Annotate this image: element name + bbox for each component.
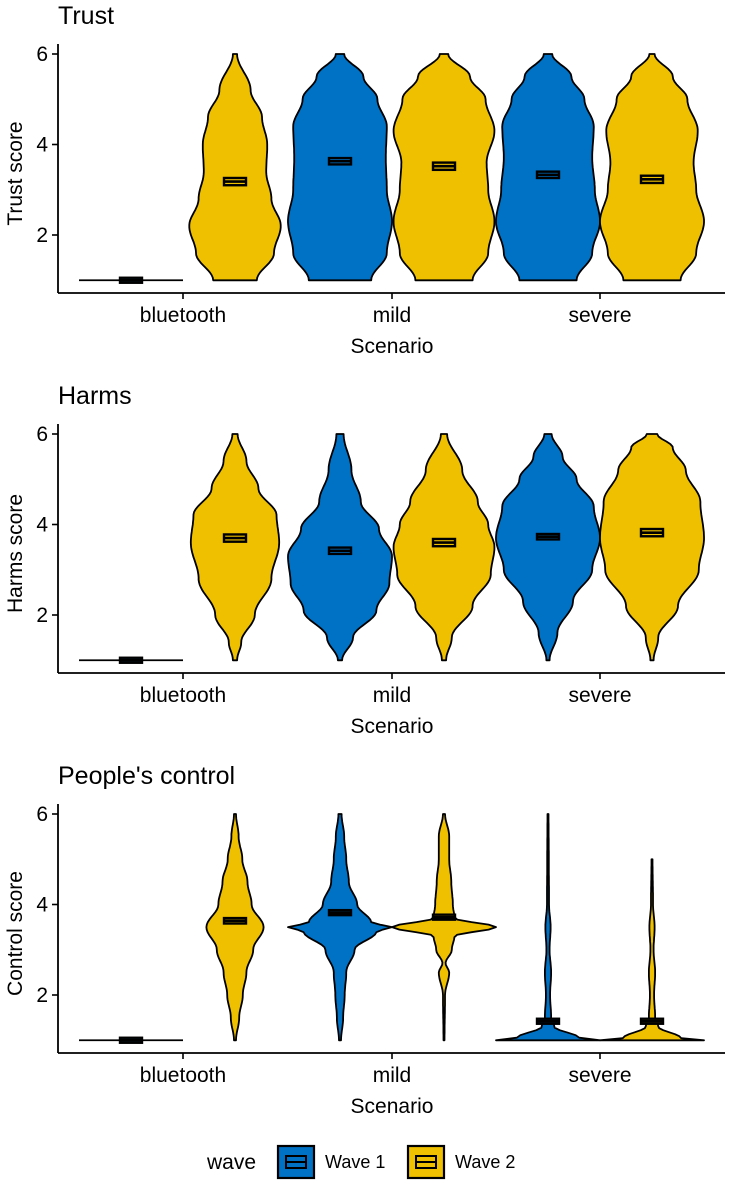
trust-x-tick-label-bluetooth: bluetooth [140, 304, 226, 327]
trust-y-axis-label: Trust score [4, 121, 27, 225]
legend: wave Wave 1 Wave 2 [206, 1144, 515, 1180]
control-panel-title: People's control [58, 762, 235, 790]
trust-severe-wave1-violin [495, 53, 601, 282]
control-x-tick-label-mild: mild [373, 1064, 412, 1087]
legend-item-wave-2: Wave 2 [406, 1144, 515, 1180]
control-severe-wave1-violin [495, 813, 601, 1042]
control-y-tick-label: 2 [36, 984, 48, 1007]
legend-label-wave-2: Wave 2 [455, 1152, 515, 1172]
control-x-axis-label: Scenario [351, 1095, 434, 1118]
trust-y-tick-label: 2 [36, 224, 48, 247]
legend-item-wave-1: Wave 1 [276, 1144, 385, 1180]
harms-x-tick-label-mild: mild [373, 684, 412, 707]
harms-severe-wave2-violin [599, 433, 705, 662]
harms-panel-title: Harms [58, 382, 132, 410]
control-mild-wave1-violin [287, 813, 393, 1042]
harms-y-tick-label: 4 [36, 514, 48, 537]
control-x-tick-label-severe: severe [568, 1064, 631, 1087]
trust-y-tick-label: 6 [36, 43, 48, 66]
harms-x-tick-label-bluetooth: bluetooth [140, 684, 226, 707]
legend-title: wave [206, 1151, 256, 1174]
control-x-tick-label-bluetooth: bluetooth [140, 1064, 226, 1087]
trust-severe-wave2-violin [599, 53, 705, 282]
trust-x-axis-label: Scenario [351, 335, 434, 358]
trust-x-tick-label-mild: mild [373, 304, 412, 327]
harms-y-tick-label: 2 [36, 604, 48, 627]
control-y-axis-label: Control score [4, 871, 27, 996]
trust-x-tick-label-severe: severe [568, 304, 631, 327]
legend-label-wave-1: Wave 1 [325, 1152, 385, 1172]
control-mild-wave2-violin [391, 813, 497, 1042]
trust-y-tick-label: 4 [36, 134, 48, 157]
trust-mild-wave1-violin [287, 53, 393, 282]
trust-panel-title: Trust [58, 2, 114, 30]
harms-bluetooth-wave2-violin [189, 433, 281, 662]
harms-severe-wave1-violin [495, 433, 601, 662]
control-severe-wave2-violin [599, 858, 705, 1042]
control-bluetooth-wave2-violin [205, 813, 265, 1042]
harms-panel: Harms Harms score 2 4 6 bluetooth mild severe Sc… [4, 382, 725, 738]
trust-panel: Trust Trust score 2 4 6 bluetooth mild severe Sc… [4, 2, 725, 358]
control-y-tick-label: 4 [36, 894, 48, 917]
trust-bluetooth-wave2-violin [188, 53, 282, 282]
harms-x-axis-label: Scenario [351, 715, 434, 738]
harms-x-tick-label-severe: severe [568, 684, 631, 707]
control-y-tick-label: 6 [36, 803, 48, 826]
harms-y-axis-label: Harms score [4, 494, 27, 613]
control-panel: People's control Control score 2 4 6 bluetoot… [4, 762, 725, 1118]
harms-y-tick-label: 6 [36, 423, 48, 446]
